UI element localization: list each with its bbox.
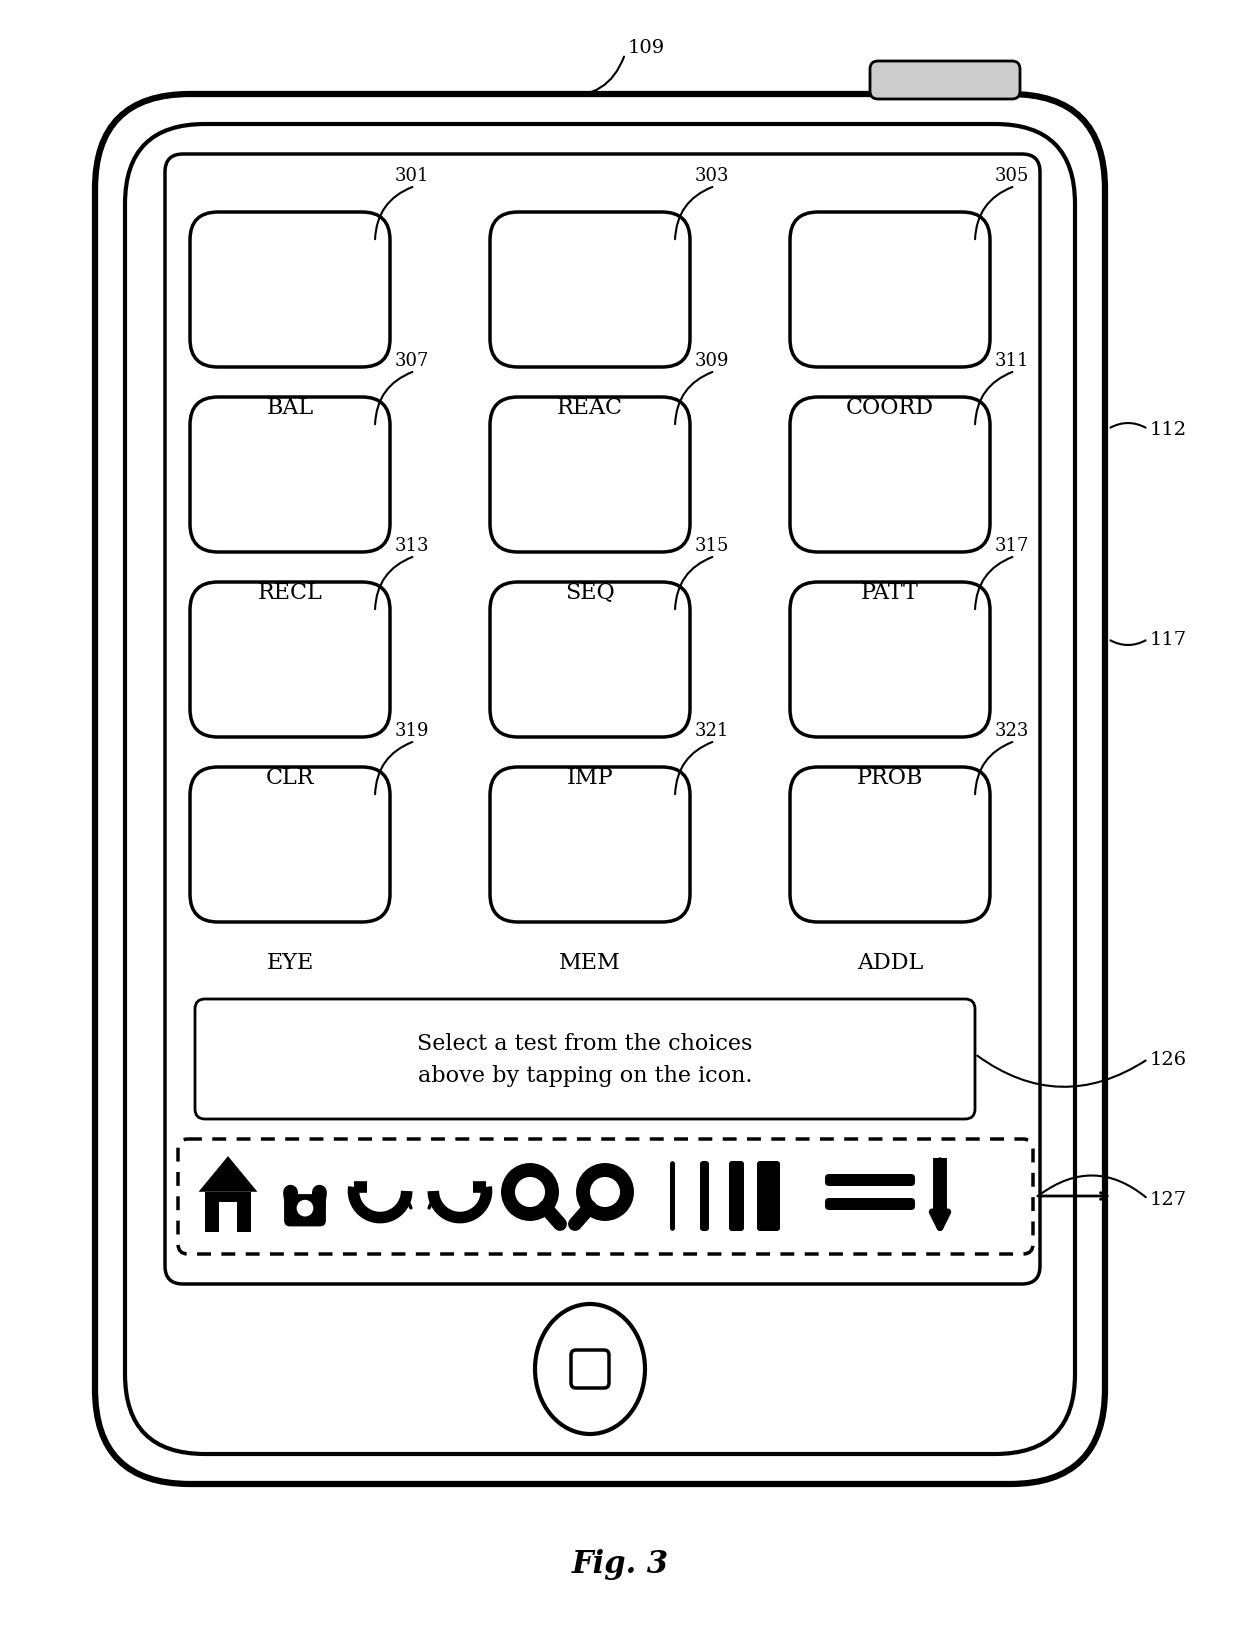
Text: 319: 319 [396, 722, 429, 740]
FancyBboxPatch shape [490, 214, 689, 368]
FancyBboxPatch shape [190, 398, 391, 553]
Text: 303: 303 [694, 166, 729, 184]
FancyBboxPatch shape [190, 768, 391, 923]
FancyBboxPatch shape [190, 214, 391, 368]
Text: 313: 313 [396, 536, 429, 554]
Text: Fig. 3: Fig. 3 [572, 1548, 668, 1579]
Text: 301: 301 [396, 166, 429, 184]
FancyBboxPatch shape [870, 62, 1021, 99]
FancyBboxPatch shape [179, 1139, 1033, 1253]
Text: 307: 307 [396, 352, 429, 370]
Text: CLR: CLR [265, 766, 314, 789]
Text: 321: 321 [694, 722, 729, 740]
Text: 117: 117 [1149, 631, 1187, 649]
Text: 323: 323 [994, 722, 1029, 740]
FancyBboxPatch shape [790, 214, 990, 368]
Text: REAC: REAC [557, 396, 622, 419]
Text: SEQ: SEQ [565, 582, 615, 603]
Text: BAL: BAL [267, 396, 314, 419]
Circle shape [296, 1200, 314, 1216]
Text: 317: 317 [994, 536, 1029, 554]
FancyBboxPatch shape [195, 999, 975, 1120]
Text: RECL: RECL [258, 582, 322, 603]
Text: EYE: EYE [267, 952, 314, 973]
FancyBboxPatch shape [670, 1161, 675, 1231]
Text: 315: 315 [694, 536, 729, 554]
FancyBboxPatch shape [490, 582, 689, 737]
Text: Select a test from the choices
above by tapping on the icon.: Select a test from the choices above by … [418, 1032, 753, 1087]
Text: 309: 309 [694, 352, 729, 370]
FancyBboxPatch shape [825, 1174, 915, 1187]
Ellipse shape [534, 1304, 645, 1434]
Text: ADDL: ADDL [857, 952, 923, 973]
Text: 109: 109 [627, 39, 665, 57]
FancyBboxPatch shape [490, 768, 689, 923]
FancyBboxPatch shape [490, 398, 689, 553]
FancyBboxPatch shape [284, 1195, 326, 1227]
Text: COORD: COORD [846, 396, 934, 419]
FancyBboxPatch shape [218, 1203, 237, 1232]
Text: IMP: IMP [567, 766, 614, 789]
Text: 311: 311 [994, 352, 1029, 370]
FancyBboxPatch shape [790, 768, 990, 923]
FancyBboxPatch shape [165, 155, 1040, 1284]
FancyBboxPatch shape [95, 95, 1105, 1483]
FancyBboxPatch shape [790, 582, 990, 737]
FancyBboxPatch shape [190, 582, 391, 737]
FancyBboxPatch shape [729, 1161, 744, 1231]
Polygon shape [198, 1156, 258, 1192]
Text: 127: 127 [1149, 1190, 1187, 1208]
Text: PROB: PROB [857, 766, 924, 789]
Text: 305: 305 [994, 166, 1029, 184]
FancyBboxPatch shape [756, 1161, 780, 1231]
Text: 112: 112 [1149, 421, 1187, 438]
Text: MEM: MEM [559, 952, 621, 973]
FancyBboxPatch shape [125, 126, 1075, 1454]
FancyBboxPatch shape [205, 1192, 250, 1232]
FancyBboxPatch shape [825, 1198, 915, 1209]
Text: 126: 126 [1149, 1050, 1187, 1068]
FancyBboxPatch shape [701, 1161, 709, 1231]
Text: PATT: PATT [861, 582, 919, 603]
FancyBboxPatch shape [790, 398, 990, 553]
